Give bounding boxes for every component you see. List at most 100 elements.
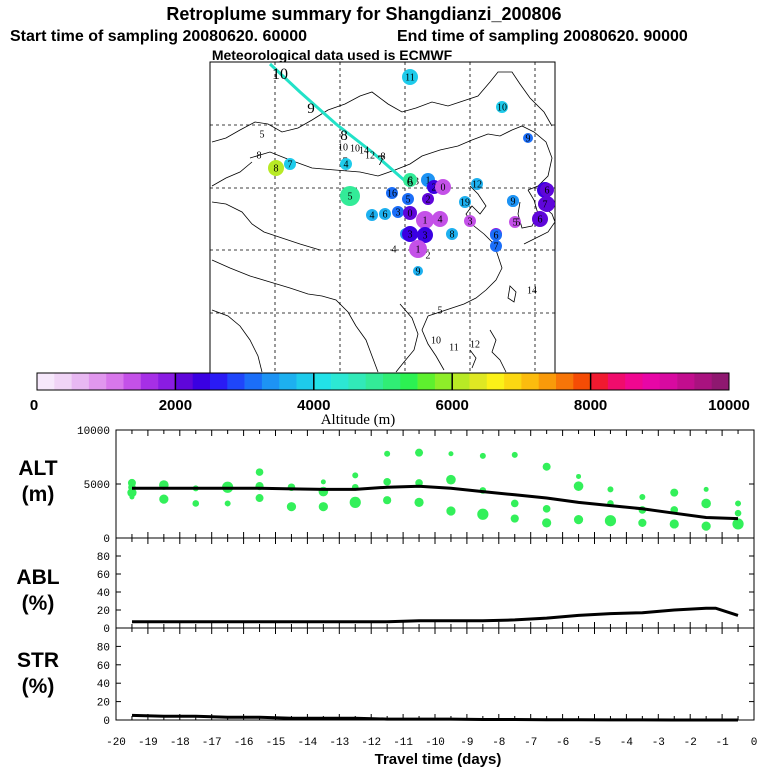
plume-track-line	[268, 62, 405, 182]
cluster-marker	[523, 133, 533, 143]
x-tick-label: -20	[106, 737, 126, 749]
alt-cluster-point	[127, 488, 137, 498]
colorbar-swatch	[711, 373, 730, 390]
alt-cluster-point	[224, 500, 231, 507]
colorbar-swatch	[659, 373, 678, 390]
x-tick-label: -5	[588, 737, 601, 749]
alt-cluster-point	[576, 473, 582, 479]
x-tick-label: 0	[751, 737, 758, 749]
alt-cluster-point	[414, 497, 424, 507]
x-tick-label: -1	[715, 737, 729, 749]
alt-cluster-point	[129, 494, 135, 500]
alt-cluster-point	[703, 486, 709, 492]
colorbar-swatch	[486, 373, 505, 390]
alt-cluster-point	[159, 494, 169, 504]
alt-panel-name: ALT	[18, 457, 57, 480]
cluster-marker-label: 9	[526, 134, 531, 145]
y-tick-label: 0	[103, 624, 110, 636]
cluster-marker-label: 4	[438, 215, 443, 226]
alt-cluster-point	[573, 515, 584, 525]
y-tick-label: 80	[97, 552, 110, 564]
colorbar-swatch	[521, 373, 539, 390]
colorbar-swatch	[140, 373, 159, 390]
map-panel: 1110109588781014127445136120129716521954…	[209, 61, 556, 374]
altitude-colorbar	[36, 372, 730, 391]
colorbar-swatch	[158, 373, 176, 390]
x-tick-label: -4	[620, 737, 634, 749]
alt-cluster-point	[639, 493, 646, 500]
y-tick-label: 20	[97, 606, 110, 618]
cluster-marker	[540, 183, 554, 197]
cluster-marker-label: 10	[338, 143, 348, 154]
cluster-marker	[409, 240, 427, 258]
alt-cluster-point	[701, 521, 711, 531]
colorbar-swatch	[279, 373, 297, 390]
cluster-marker-label: 12	[365, 151, 375, 162]
x-tick-label: -2	[684, 737, 697, 749]
map-graticule	[210, 62, 555, 373]
alt-cluster-points	[127, 448, 744, 531]
cluster-marker	[538, 197, 552, 211]
colorbar-tick-label: 4000	[297, 397, 330, 414]
figure-title: Retroplume summary for Shangdianzi_20080…	[166, 4, 561, 24]
alt-cluster-point	[573, 481, 584, 491]
x-axis-label: Travel time (days)	[375, 751, 502, 768]
colorbar-swatch	[210, 373, 228, 390]
alt-cluster-point	[477, 508, 489, 520]
colorbar-swatch	[54, 373, 72, 390]
cluster-marker-label: 4	[370, 211, 375, 222]
colorbar-swatch	[400, 373, 418, 390]
cluster-marker-label: 8	[450, 230, 455, 241]
colorbar-swatch	[123, 373, 142, 390]
cluster-marker-label: 4	[344, 160, 349, 171]
cluster-marker-label: 6	[408, 176, 413, 187]
alt-cluster-point	[318, 502, 328, 512]
x-tick-label: -18	[170, 737, 190, 749]
colorbar-swatch	[296, 373, 315, 390]
cluster-marker-label: 5	[406, 195, 411, 206]
colorbar-swatch	[261, 373, 280, 390]
x-tick-label: -15	[266, 737, 286, 749]
colorbar-outline	[36, 372, 730, 391]
x-tick-label: -13	[329, 737, 349, 749]
colorbar-swatch	[88, 373, 107, 390]
alt-cluster-point	[542, 505, 551, 513]
cluster-marker-label: 9	[511, 197, 516, 208]
alt-cluster-point	[732, 518, 744, 530]
cluster-marker	[446, 228, 458, 240]
alt-cluster-point	[286, 502, 297, 512]
cluster-marker-label: 7	[288, 160, 293, 171]
colorbar-swatch	[227, 373, 245, 390]
cluster-marker-label: 3	[468, 217, 473, 228]
time-series-panels: ALT (m) ABL (%) STR (%) 10000 5000 0 0 20 40…	[16, 426, 757, 749]
cluster-marker-label: 14	[359, 146, 369, 157]
cluster-marker	[284, 158, 296, 170]
alt-cluster-point	[638, 518, 647, 527]
cluster-marker-label: 3	[396, 208, 401, 219]
colorbar-swatch	[106, 373, 124, 390]
colorbar-swatch	[573, 373, 591, 390]
colorbar-swatch	[504, 373, 522, 390]
cluster-marker	[490, 229, 502, 241]
plume-path	[268, 62, 405, 182]
cluster-marker	[403, 173, 417, 187]
x-tick-label: -17	[202, 737, 222, 749]
cluster-marker-label: 7	[543, 200, 548, 211]
colorbar-swatch	[607, 373, 626, 390]
cluster-marker	[471, 178, 483, 190]
y-tick-label: 20	[97, 698, 110, 710]
alt-cluster-point	[604, 515, 617, 527]
colorbar-swatch	[434, 373, 453, 390]
y-tick-label: 40	[97, 679, 110, 691]
x-tick-label: -6	[556, 737, 569, 749]
y-tick-label: 60	[97, 661, 110, 673]
colorbar-swatch	[244, 373, 263, 390]
cluster-marker-label: 5	[438, 306, 443, 317]
alt-cluster-point	[734, 509, 742, 517]
cluster-marker-label: 2	[426, 251, 431, 262]
cluster-marker-label: 0	[408, 209, 413, 220]
alt-cluster-point	[415, 448, 424, 457]
alt-cluster-point	[383, 478, 391, 486]
track-day-label: 7	[377, 153, 385, 169]
alt-mean-line	[132, 484, 739, 521]
